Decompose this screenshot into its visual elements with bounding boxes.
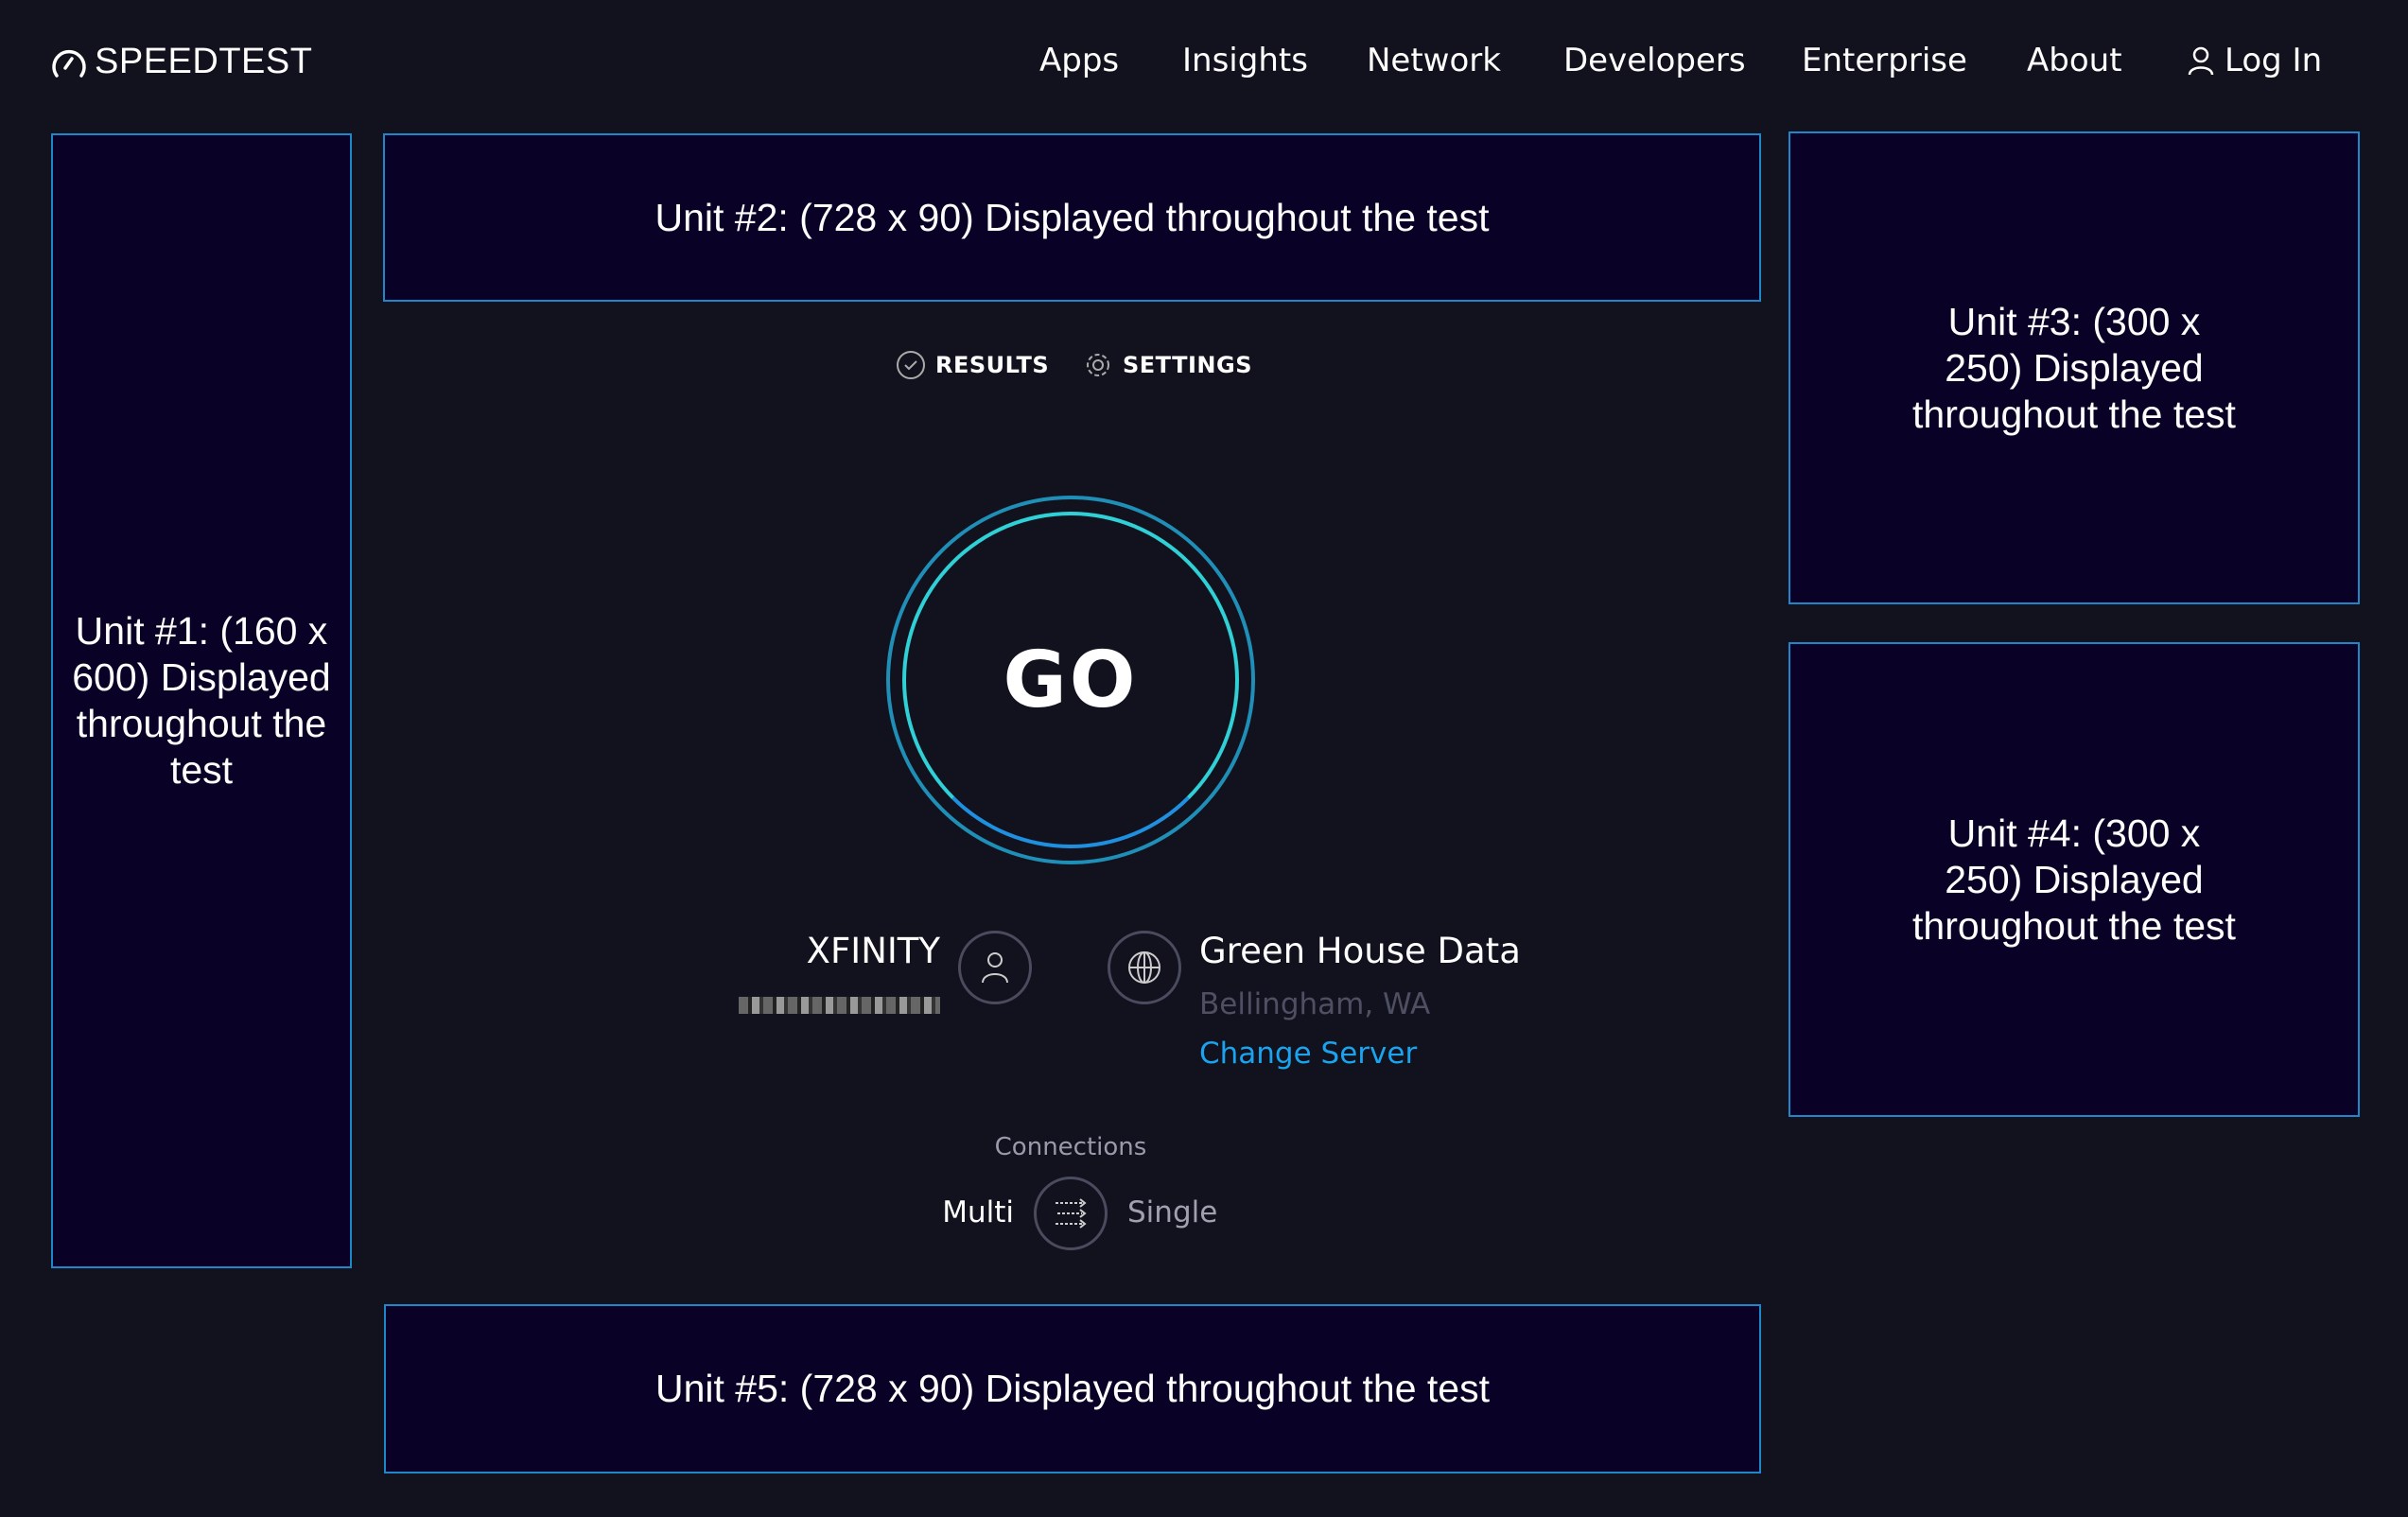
isp-name: XFINITY [806, 931, 940, 971]
redacted-ip [739, 997, 940, 1014]
go-button[interactable]: GO [902, 512, 1239, 848]
server-location: Bellingham, WA [1199, 987, 1431, 1021]
ad-unit-4-text: Unit #4: (300 x 250) Displayed throughou… [1912, 811, 2236, 948]
ad-unit-1-text: Unit #1: (160 x 600) Displayed throughou… [72, 609, 331, 792]
nav-network[interactable]: Network [1367, 42, 1501, 79]
multi-arrows-icon [1056, 1198, 1087, 1229]
nav-developers[interactable]: Developers [1563, 42, 1746, 79]
ad-unit-3[interactable]: Unit #3: (300 x 250) Displayed throughou… [1789, 131, 2360, 604]
nav-apps[interactable]: Apps [1039, 42, 1120, 79]
nav-about[interactable]: About [2027, 42, 2122, 79]
nav-enterprise[interactable]: Enterprise [1802, 42, 1967, 79]
globe-icon [1128, 951, 1160, 984]
login-link[interactable]: Log In [2187, 42, 2322, 79]
user-icon [2188, 46, 2214, 76]
go-label: GO [1003, 635, 1139, 725]
connections-single[interactable]: Single [1127, 1195, 1218, 1229]
change-server-link[interactable]: Change Server [1199, 1037, 1418, 1071]
gear-icon [1087, 354, 1109, 376]
server-name: Green House Data [1199, 931, 1521, 971]
ad-unit-4[interactable]: Unit #4: (300 x 250) Displayed throughou… [1789, 642, 2360, 1117]
ad-unit-5[interactable]: Unit #5: (728 x 90) Displayed throughout… [384, 1304, 1761, 1473]
tab-results[interactable]: RESULTS [896, 350, 1049, 380]
speedometer-icon [52, 49, 86, 78]
login-label: Log In [2225, 42, 2323, 79]
isp-user-button[interactable] [958, 931, 1032, 1004]
ad-unit-5-text: Unit #5: (728 x 90) Displayed throughout… [654, 1367, 1491, 1410]
check-circle-icon [897, 351, 925, 379]
tab-settings-label: SETTINGS [1123, 352, 1252, 378]
tab-settings[interactable]: SETTINGS [1083, 350, 1252, 380]
tab-results-label: RESULTS [935, 352, 1050, 378]
ad-unit-1[interactable]: Unit #1: (160 x 600) Displayed throughou… [51, 133, 352, 1268]
connections-toggle[interactable] [1034, 1177, 1108, 1250]
go-outer-ring [886, 496, 1255, 864]
ad-unit-3-text: Unit #3: (300 x 250) Displayed throughou… [1912, 299, 2236, 436]
connections-label: Connections [994, 1133, 1147, 1161]
brand-name: SPEEDTEST [95, 42, 313, 81]
speedtest-logo[interactable]: SPEEDTEST [51, 42, 312, 82]
connections-multi[interactable]: Multi [942, 1195, 1014, 1229]
user-icon [982, 952, 1008, 984]
ad-unit-2[interactable]: Unit #2: (728 x 90) Displayed throughout… [383, 133, 1761, 302]
nav-insights[interactable]: Insights [1182, 42, 1308, 79]
ad-unit-2-text: Unit #2: (728 x 90) Displayed throughout… [654, 195, 1490, 239]
server-globe-button[interactable] [1108, 931, 1181, 1004]
